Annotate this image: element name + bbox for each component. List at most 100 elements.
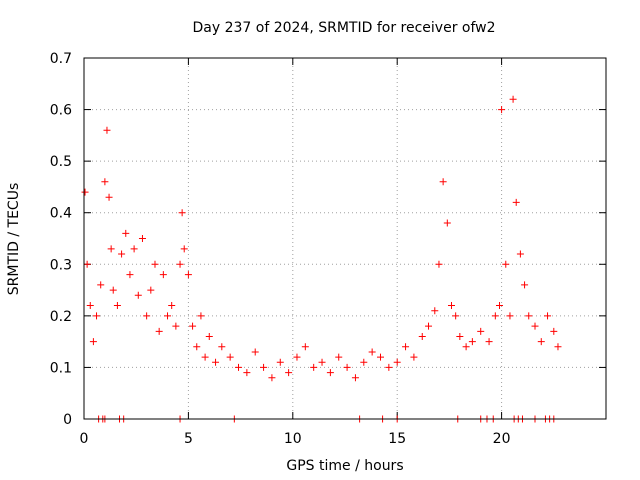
data-point	[326, 369, 334, 377]
data-point	[550, 327, 558, 335]
data-point	[447, 302, 455, 310]
y-tick-label: 0.5	[50, 154, 72, 170]
data-point	[212, 358, 220, 366]
data-point	[201, 353, 209, 361]
data-point	[509, 95, 517, 103]
y-tick-label: 0.1	[50, 360, 72, 376]
data-point	[168, 302, 176, 310]
data-point	[155, 327, 163, 335]
data-point	[81, 188, 89, 196]
data-point	[130, 245, 138, 253]
data-point	[178, 209, 186, 217]
data-point	[485, 338, 493, 346]
data-point	[197, 312, 205, 320]
data-point	[113, 302, 121, 310]
data-point	[118, 250, 126, 258]
data-point	[184, 271, 192, 279]
data-point	[554, 343, 562, 351]
data-point	[418, 332, 426, 340]
data-point	[151, 260, 159, 268]
y-axis-label: SRMTID / TECUs	[6, 183, 22, 296]
x-tick-label: 5	[184, 431, 193, 447]
data-point	[477, 327, 485, 335]
data-point	[385, 363, 393, 371]
data-point	[537, 338, 545, 346]
data-point	[516, 250, 524, 258]
data-point	[97, 281, 105, 289]
data-point	[351, 374, 359, 382]
data-point	[109, 286, 117, 294]
y-tick-label: 0.4	[50, 206, 72, 222]
data-point	[101, 178, 109, 186]
data-point	[164, 312, 172, 320]
data-point	[138, 235, 146, 242]
data-point	[544, 312, 552, 320]
data-point	[226, 353, 234, 361]
data-point	[360, 358, 368, 366]
data-point	[496, 302, 504, 310]
data-point	[251, 348, 259, 356]
data-point	[243, 369, 251, 377]
data-point	[122, 229, 130, 237]
data-point	[443, 219, 451, 227]
data-point	[105, 193, 113, 201]
y-tick-label: 0.3	[50, 257, 72, 273]
data-point	[260, 363, 268, 371]
data-point	[143, 312, 151, 320]
data-point	[126, 271, 134, 279]
y-tick-label: 0.7	[50, 51, 72, 67]
data-point	[180, 245, 188, 253]
data-point	[376, 353, 384, 361]
x-tick-label: 0	[80, 431, 89, 447]
data-point	[521, 281, 529, 289]
x-axis-label: GPS time / hours	[286, 458, 403, 474]
chart-title: Day 237 of 2024, SRMTID for receiver ofw…	[192, 20, 495, 36]
data-point	[343, 363, 351, 371]
data-point	[205, 332, 213, 340]
axis-ticks: 0 0.1 0.2 0.3 0.4 0.5 0.6 0.7 0 5 10 15 20	[50, 51, 606, 447]
data-point	[512, 198, 520, 206]
data-point	[235, 363, 243, 371]
data-point	[452, 312, 460, 320]
data-point	[410, 353, 418, 361]
data-point	[134, 291, 142, 299]
y-tick-label: 0	[63, 412, 72, 428]
data-point	[285, 369, 293, 377]
data-point	[172, 322, 180, 330]
data-point	[439, 178, 447, 186]
x-tick-label: 15	[388, 431, 406, 447]
data-point	[86, 302, 94, 310]
data-point	[107, 245, 115, 253]
data-point	[89, 338, 97, 346]
data-point	[368, 348, 376, 356]
data-point	[193, 343, 201, 351]
data-point	[498, 106, 506, 114]
data-point	[402, 343, 410, 351]
data-point	[310, 363, 318, 371]
data-point	[456, 332, 464, 340]
y-tick-label: 0.6	[50, 103, 72, 119]
data-point	[218, 343, 226, 351]
data-point	[276, 358, 284, 366]
data-point	[431, 307, 439, 315]
plot-frame	[83, 57, 607, 420]
data-point	[335, 353, 343, 361]
x-tick-label: 10	[284, 431, 302, 447]
data-point	[176, 260, 184, 268]
data-point	[525, 312, 533, 320]
data-point	[435, 260, 443, 268]
data-point	[425, 322, 433, 330]
data-point	[468, 338, 476, 346]
data-point	[147, 286, 155, 294]
y-tick-label: 0.2	[50, 309, 72, 325]
data-point	[502, 260, 510, 268]
x-tick-label: 20	[493, 431, 511, 447]
data-point	[531, 322, 539, 330]
data-point	[506, 312, 514, 320]
data-point	[93, 312, 101, 320]
data-point	[301, 343, 309, 351]
data-point	[83, 260, 91, 268]
data-point	[159, 271, 167, 279]
data-point	[393, 358, 401, 366]
